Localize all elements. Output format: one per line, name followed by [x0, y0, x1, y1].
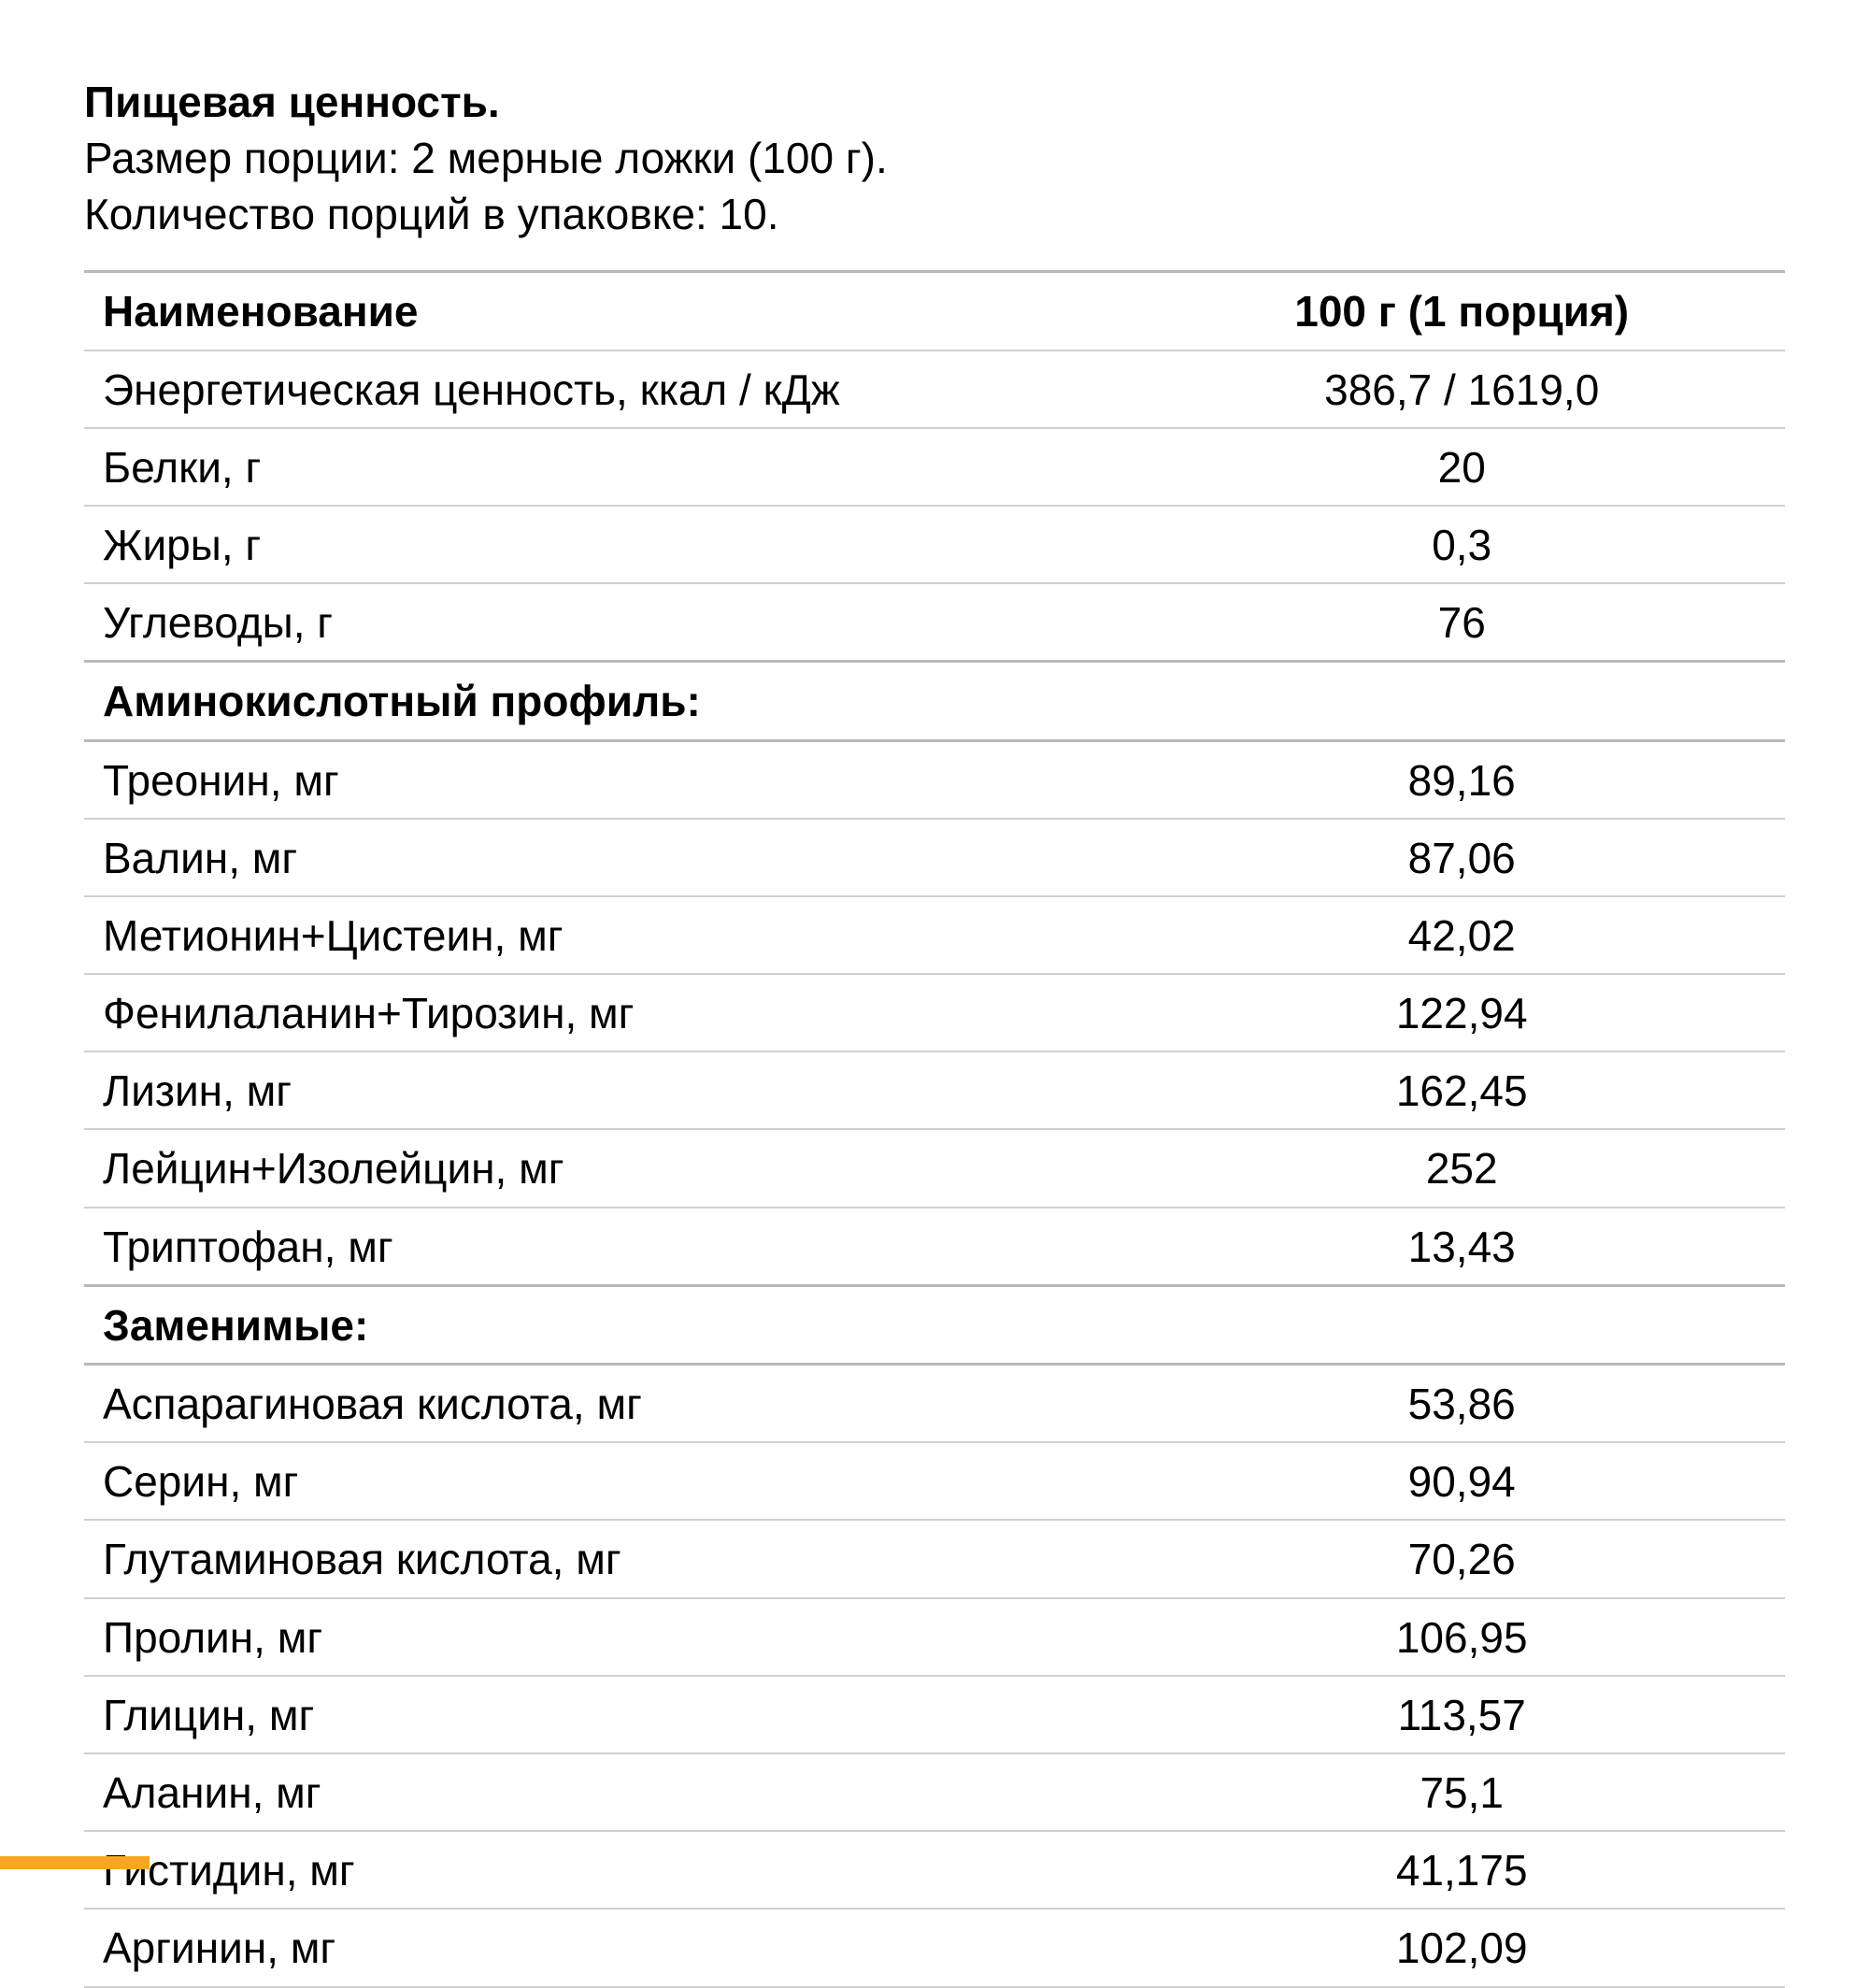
row-label: Валин, мг — [84, 819, 1138, 896]
table-row: Аргинин, мг102,09 — [84, 1909, 1785, 1986]
row-value: 113,57 — [1138, 1676, 1785, 1753]
column-header-name: Наименование — [84, 272, 1138, 350]
row-value: 122,94 — [1138, 974, 1785, 1051]
row-label: Аланин, мг — [84, 1753, 1138, 1831]
table-row: Белки, г20 — [84, 428, 1785, 506]
row-value: 102,09 — [1138, 1909, 1785, 1986]
servings-per-container: Количество порций в упаковке: 10. — [84, 187, 1785, 243]
row-value: 70,26 — [1138, 1520, 1785, 1597]
table-row: Валин, мг87,06 — [84, 819, 1785, 896]
table-row: Метионин+Цистеин, мг42,02 — [84, 896, 1785, 974]
row-label: Жиры, г — [84, 506, 1138, 583]
table-row: Треонин, мг89,16 — [84, 740, 1785, 819]
row-label: Фенилаланин+Тирозин, мг — [84, 974, 1138, 1051]
row-value: 386,7 / 1619,0 — [1138, 350, 1785, 428]
section-title: Аминокислотный профиль: — [84, 662, 1785, 740]
row-label: Аспарагиновая кислота, мг — [84, 1365, 1138, 1443]
row-value: 87,06 — [1138, 819, 1785, 896]
row-value: 41,175 — [1138, 1831, 1785, 1909]
row-value: 252 — [1138, 1129, 1785, 1207]
nutrition-title: Пищевая ценность. — [84, 75, 1785, 131]
row-label: Углеводы, г — [84, 583, 1138, 662]
table-row: Лейцин+Изолейцин, мг252 — [84, 1129, 1785, 1207]
table-row: Серин, мг90,94 — [84, 1442, 1785, 1520]
row-value: 0,3 — [1138, 506, 1785, 583]
row-value: 20 — [1138, 428, 1785, 506]
row-label: Белки, г — [84, 428, 1138, 506]
section-header-row: Аминокислотный профиль: — [84, 662, 1785, 740]
row-label: Лейцин+Изолейцин, мг — [84, 1129, 1138, 1207]
table-row: Аспарагиновая кислота, мг53,86 — [84, 1365, 1785, 1443]
table-row: Аланин, мг75,1 — [84, 1753, 1785, 1831]
nutrition-table: Наименование 100 г (1 порция) Энергетиче… — [84, 270, 1785, 1987]
row-value: 53,86 — [1138, 1365, 1785, 1443]
table-row: Глутаминовая кислота, мг70,26 — [84, 1520, 1785, 1597]
row-value: 75,1 — [1138, 1753, 1785, 1831]
serving-size: Размер порции: 2 мерные ложки (100 г). — [84, 131, 1785, 187]
row-value: 106,95 — [1138, 1598, 1785, 1676]
table-header-row: Наименование 100 г (1 порция) — [84, 272, 1785, 350]
table-row: Фенилаланин+Тирозин, мг122,94 — [84, 974, 1785, 1051]
table-row: Глицин, мг113,57 — [84, 1676, 1785, 1753]
row-label: Аргинин, мг — [84, 1909, 1138, 1986]
row-label: Серин, мг — [84, 1442, 1138, 1520]
table-row: Жиры, г0,3 — [84, 506, 1785, 583]
row-label: Лизин, мг — [84, 1051, 1138, 1129]
section-header-row: Заменимые: — [84, 1285, 1785, 1364]
row-label: Глицин, мг — [84, 1676, 1138, 1753]
row-label: Гистидин, мг — [84, 1831, 1138, 1909]
row-label: Триптофан, мг — [84, 1208, 1138, 1286]
table-row: Энергетическая ценность, ккал / кДж386,7… — [84, 350, 1785, 428]
row-value: 90,94 — [1138, 1442, 1785, 1520]
section-title: Заменимые: — [84, 1285, 1785, 1364]
row-value: 42,02 — [1138, 896, 1785, 974]
nutrition-header: Пищевая ценность. Размер порции: 2 мерны… — [84, 75, 1785, 242]
row-label: Метионин+Цистеин, мг — [84, 896, 1138, 974]
table-row: Лизин, мг162,45 — [84, 1051, 1785, 1129]
accent-bar — [0, 1856, 150, 1869]
row-value: 89,16 — [1138, 740, 1785, 819]
row-value: 13,43 — [1138, 1208, 1785, 1286]
row-label: Энергетическая ценность, ккал / кДж — [84, 350, 1138, 428]
row-value: 76 — [1138, 583, 1785, 662]
table-row: Пролин, мг106,95 — [84, 1598, 1785, 1676]
row-value: 162,45 — [1138, 1051, 1785, 1129]
column-header-value: 100 г (1 порция) — [1138, 272, 1785, 350]
table-row: Триптофан, мг13,43 — [84, 1208, 1785, 1286]
row-label: Глутаминовая кислота, мг — [84, 1520, 1138, 1597]
row-label: Пролин, мг — [84, 1598, 1138, 1676]
table-row: Гистидин, мг41,175 — [84, 1831, 1785, 1909]
table-row: Углеводы, г76 — [84, 583, 1785, 662]
row-label: Треонин, мг — [84, 740, 1138, 819]
